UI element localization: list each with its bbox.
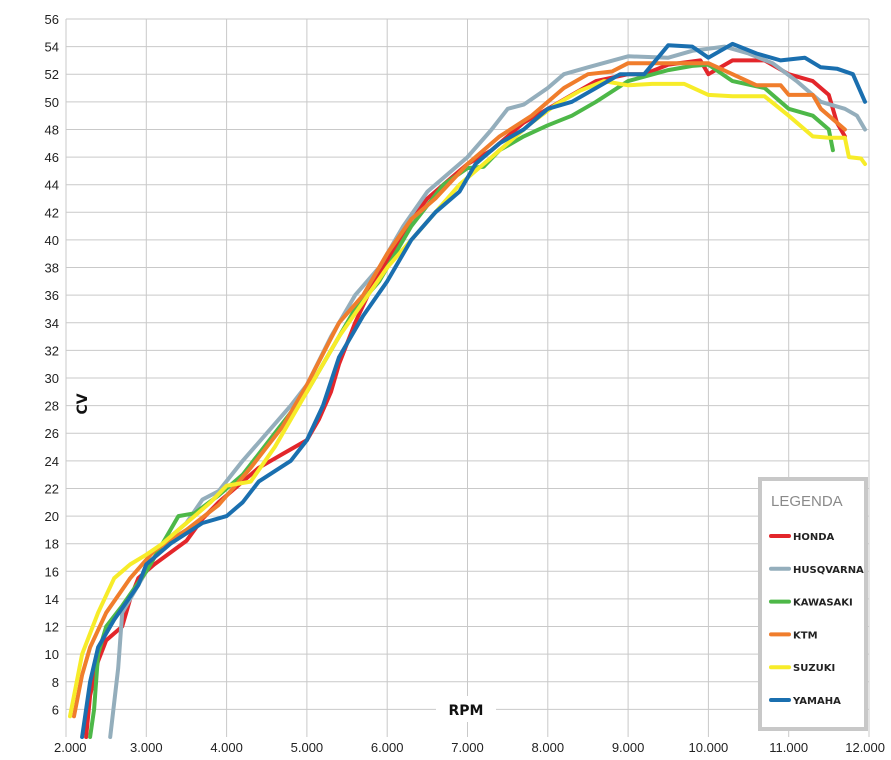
y-tick-label: 52 [45, 67, 59, 82]
y-axis-ticks: 6 8 10 12 14 16 18 20 22 24 26 28 30 32 34 36 38 40 42 44 46… [45, 12, 59, 717]
y-tick-label: 54 [45, 40, 59, 55]
x-tick-label: 10.000 [689, 740, 729, 755]
legend-box [758, 477, 868, 731]
y-tick-label: 50 [45, 95, 59, 110]
series-line-suzuki [68, 79, 867, 719]
y-tick-label: 44 [45, 178, 59, 193]
y-tick-label: 14 [45, 592, 59, 607]
y-tick-label: 42 [45, 205, 59, 220]
y-tick-label: 12 [45, 620, 59, 635]
x-tick-label: 8.000 [532, 740, 565, 755]
x-axis-ticks: 2.000 3.000 4.000 5.000 6.000 7.000 8.000 9.000… [54, 740, 885, 755]
x-tick-label: 7.000 [451, 740, 484, 755]
grid-lines [65, 18, 870, 737]
y-tick-label: 30 [45, 371, 59, 386]
x-tick-label: 6.000 [371, 740, 404, 755]
x-tick-label: 2.000 [54, 740, 87, 755]
x-tick-label: 9.000 [612, 740, 645, 755]
y-tick-label: 16 [45, 564, 59, 579]
x-tick-label: 5.000 [291, 740, 324, 755]
legend-label-kawasaki: KAWASAKI [793, 598, 853, 609]
y-tick-label: 8 [52, 675, 59, 690]
y-tick-label: 24 [45, 454, 59, 469]
y-tick-label: 10 [45, 647, 59, 662]
legend: LEGENDA HONDA HUSQVARNA KAWASAKI KTM SUZUKI Y… [758, 477, 868, 731]
y-tick-label: 34 [45, 316, 59, 331]
x-tick-label: 3.000 [130, 740, 163, 755]
x-axis-title-group: RPM [436, 696, 496, 722]
legend-label-yamaha: YAMAHA [792, 696, 841, 707]
y-tick-label: 28 [45, 399, 59, 414]
y-tick-label: 18 [45, 537, 59, 552]
y-tick-label: 32 [45, 343, 59, 358]
x-axis-title: RPM [449, 703, 484, 719]
x-tick-label: 11.000 [769, 740, 808, 755]
y-tick-label: 56 [45, 12, 59, 27]
legend-title: LEGENDA [771, 493, 843, 510]
series-lines [68, 41, 867, 739]
y-axis-title: CV [75, 393, 91, 414]
legend-label-suzuki: SUZUKI [793, 663, 835, 674]
y-tick-label: 20 [45, 509, 59, 524]
legend-label-husqvarna: HUSQVARNA [793, 565, 864, 576]
y-tick-label: 22 [45, 481, 59, 496]
y-tick-label: 46 [45, 150, 59, 165]
y-tick-label: 48 [45, 122, 59, 137]
y-tick-label: 38 [45, 261, 59, 276]
x-tick-label: 4.000 [210, 740, 243, 755]
y-tick-label: 26 [45, 426, 59, 441]
y-tick-label: 6 [52, 702, 59, 717]
legend-label-ktm: KTM [793, 630, 818, 641]
legend-label-honda: HONDA [793, 532, 835, 543]
y-tick-label: 40 [45, 233, 59, 248]
series-line-yamaha [80, 41, 867, 739]
legend-items: HONDA HUSQVARNA KAWASAKI KTM SUZUKI YAMAHA [769, 532, 864, 707]
y-tick-label: 36 [45, 288, 59, 303]
x-tick-label: 12.000 [845, 740, 885, 755]
